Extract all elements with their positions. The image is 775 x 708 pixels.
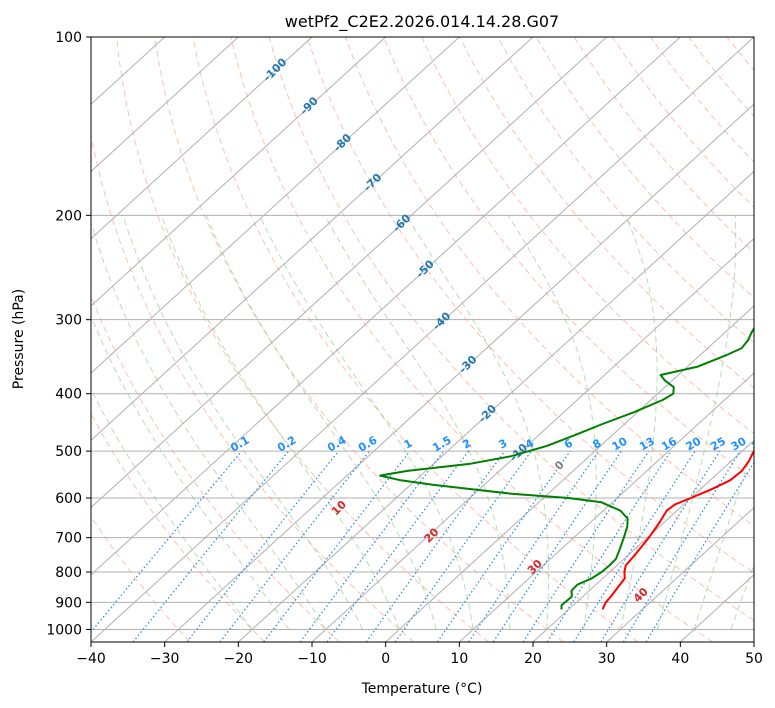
isotherm-line xyxy=(91,37,460,374)
y-tick-label: 500 xyxy=(55,444,82,460)
moist-adiabat xyxy=(91,388,253,630)
dry-adiabat xyxy=(344,37,754,527)
isotherm-line xyxy=(91,37,754,642)
x-tick-label: −30 xyxy=(150,651,180,667)
dry-adiabat xyxy=(91,412,265,642)
dry-adiabat xyxy=(383,37,754,481)
reference-lines xyxy=(91,37,754,642)
mixing-ratio-line xyxy=(522,450,650,642)
isotherm-line xyxy=(311,237,754,642)
mixing-ratio-line xyxy=(622,450,741,642)
y-tick-label: 800 xyxy=(55,565,82,581)
y-tick-label: 1000 xyxy=(46,622,82,638)
isotherm-line xyxy=(91,37,387,307)
plot-grid xyxy=(91,37,754,630)
dry-adiabat xyxy=(306,37,754,574)
dry-adiabat xyxy=(268,37,754,622)
dry-adiabat xyxy=(535,37,754,299)
mixing-ratio-line xyxy=(91,450,243,633)
isotherm-line xyxy=(532,439,754,642)
moist-adiabat xyxy=(619,215,658,630)
moist-adiabat xyxy=(656,215,737,630)
dry-adiabat xyxy=(116,37,489,642)
moist-adiabat xyxy=(91,314,290,630)
mixing-ratio-line xyxy=(467,450,600,642)
moist-adiabat xyxy=(507,215,597,630)
moist-adiabat xyxy=(122,215,364,630)
mixing-ratio-line xyxy=(326,450,469,642)
x-tick-label: 10 xyxy=(450,651,468,667)
isotherm-line xyxy=(237,170,754,642)
plot-frame xyxy=(90,36,755,643)
x-tick-label: 20 xyxy=(524,651,542,667)
mixing-ratio-line xyxy=(299,450,445,642)
mixing-ratio-line xyxy=(546,450,672,642)
x-tick-label: 50 xyxy=(745,651,763,667)
x-tick-label: 0 xyxy=(381,651,390,667)
isotherm-line xyxy=(91,37,239,173)
y-tick-label: 900 xyxy=(55,595,82,611)
y-tick-label: 400 xyxy=(55,387,82,403)
moist-adiabat xyxy=(324,215,511,630)
mixing-ratio-line xyxy=(263,450,411,642)
y-axis-label: Pressure (hPa) xyxy=(11,289,27,389)
x-tick-label: 40 xyxy=(671,651,689,667)
isotherm-line xyxy=(164,103,754,642)
mixing-ratio-line xyxy=(186,450,340,642)
dry-adiabat xyxy=(421,37,754,435)
x-tick-label: −20 xyxy=(224,651,254,667)
dry-adiabat xyxy=(91,133,415,642)
isotherm-line xyxy=(385,305,754,642)
x-axis-label: Temperature (°C) xyxy=(361,681,483,697)
y-tick-label: 200 xyxy=(55,208,82,224)
axis-ticks: −40 −30 −20 −10 0 10 20 30 40 50 100 200 300 400 500 60… xyxy=(46,30,763,667)
mixing-ratio-line xyxy=(365,450,506,642)
isotherm-line xyxy=(91,37,534,442)
x-tick-label: −40 xyxy=(76,651,106,667)
mixing-ratio-line xyxy=(132,450,290,642)
dry-adiabat xyxy=(154,37,564,642)
y-tick-label: 300 xyxy=(55,313,82,329)
isotherm-line xyxy=(606,506,754,642)
moist-adiabat xyxy=(205,215,437,630)
temperature-profile xyxy=(601,447,754,610)
isotherm-line xyxy=(458,372,754,642)
y-tick-label: 600 xyxy=(55,491,82,507)
moist-adiabat xyxy=(91,220,327,630)
y-tick-label: 700 xyxy=(55,531,82,547)
isotherm-line xyxy=(91,37,681,576)
dry-adiabat xyxy=(91,515,191,642)
moist-adiabat xyxy=(161,215,400,630)
x-tick-label: −10 xyxy=(297,651,327,667)
dry-adiabat xyxy=(497,37,754,344)
isotherm-line xyxy=(91,37,608,509)
chart-title: wetPf2_C2E2.2026.014.14.28.G07 xyxy=(285,12,559,32)
x-tick-label: 30 xyxy=(598,651,616,667)
dry-adiabat xyxy=(459,37,754,389)
dewpoint-profile xyxy=(379,326,754,610)
y-tick-label: 100 xyxy=(55,30,82,46)
mixing-ratio-line xyxy=(492,450,622,642)
profile-lines xyxy=(379,326,754,610)
mixing-ratio-line xyxy=(394,450,532,642)
mixing-ratio-line xyxy=(573,450,696,642)
isotherm-line xyxy=(91,37,313,240)
mixing-ratio-label: 36 xyxy=(749,434,769,453)
mixing-ratio-line xyxy=(436,450,571,642)
